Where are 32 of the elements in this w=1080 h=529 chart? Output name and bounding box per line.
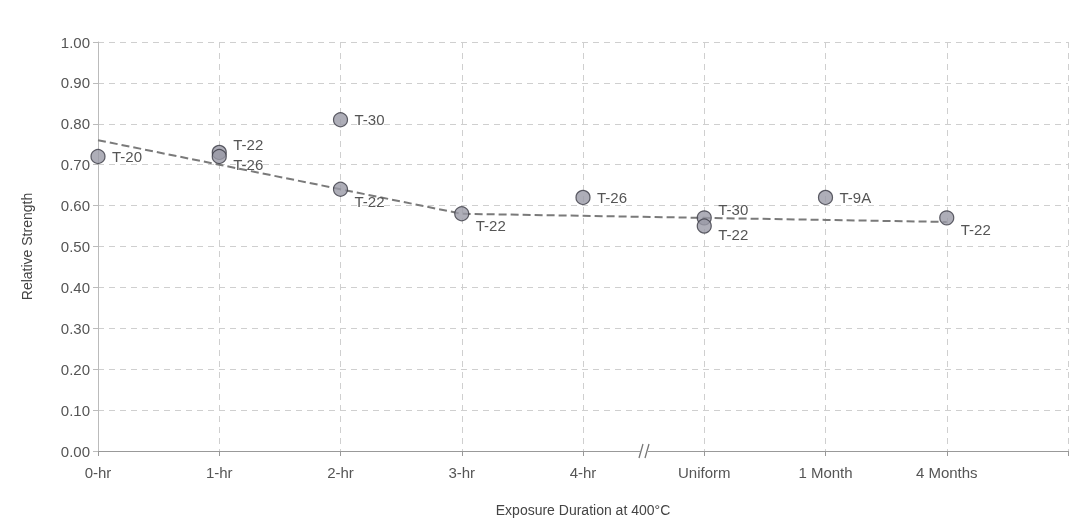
y-tick-label: 0.80 <box>60 115 90 133</box>
y-tick-label: 0.40 <box>60 278 90 296</box>
annotation: T-9A <box>839 188 872 206</box>
y-tick-label: 0.60 <box>60 197 90 215</box>
annotation: T-22 <box>475 217 506 235</box>
y-tick-label: 0.00 <box>60 442 90 460</box>
x-tick-label: 1 Month <box>798 464 853 481</box>
x-tick-label: 4 Months <box>915 464 978 481</box>
annotation: T-22 <box>960 221 991 239</box>
y-tick-label: 0.50 <box>60 238 90 255</box>
y-tick-label: 0.90 <box>60 74 90 92</box>
annotation: T-22 <box>718 225 749 243</box>
annotation: T-30 <box>354 111 385 129</box>
annotation: T-26 <box>233 156 264 174</box>
y-tick-label: 0.30 <box>60 319 90 337</box>
y-tick-label: 0.20 <box>60 360 90 378</box>
x-axis-title: Exposure Duration at 400°C <box>495 502 671 518</box>
x-tick-label: 3-hr <box>448 464 476 481</box>
annotation: T-22 <box>354 192 385 210</box>
y-tick-label: 0.70 <box>60 156 90 174</box>
x-tick-label: 0-hr <box>84 464 112 481</box>
annotation: T-22 <box>233 135 264 153</box>
y-axis-title: Relative Strength <box>19 192 35 301</box>
annotation: T-26 <box>597 188 628 206</box>
y-tick-label: 1.00 <box>60 33 90 51</box>
y-tick-label: 0.10 <box>60 401 90 419</box>
x-tick-label: Uniform <box>677 464 731 481</box>
x-tick-label: 1-hr <box>205 464 233 481</box>
annotation: T-20 <box>112 148 143 166</box>
x-tick-label: 2-hr <box>327 464 354 481</box>
annotation: T-30 <box>718 201 749 219</box>
x-tick-label: 4-hr <box>569 464 597 481</box>
